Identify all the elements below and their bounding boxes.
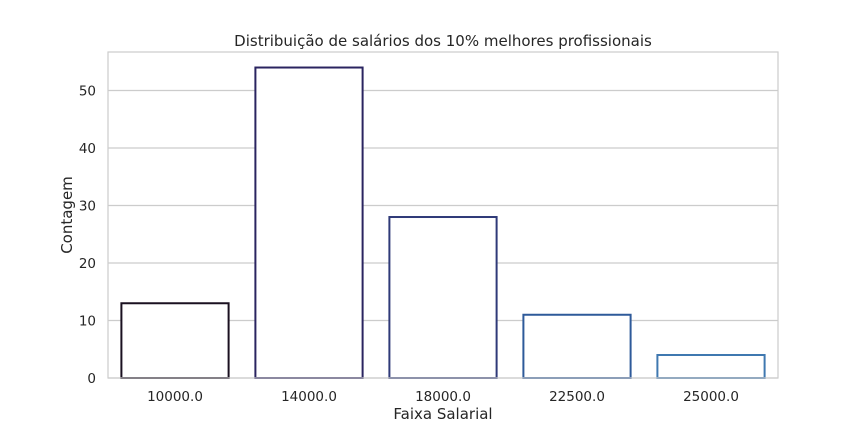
- bars: [120, 66, 766, 380]
- plot-frame: [107, 51, 779, 379]
- y-axis-title: Contagem: [58, 176, 76, 254]
- x-tick-label: 25000.0: [683, 389, 739, 405]
- bar-25000.0: [656, 354, 766, 380]
- chart-title: Distribuição de salários dos 10% melhore…: [234, 32, 652, 50]
- x-tick-label: 10000.0: [147, 389, 203, 405]
- y-tick-label: 20: [79, 256, 96, 272]
- bar-22500.0: [522, 313, 632, 380]
- y-tick-label: 50: [79, 84, 96, 100]
- x-tick-label: 18000.0: [415, 389, 471, 405]
- y-tick-label: 30: [79, 199, 96, 215]
- x-axis-title: Faixa Salarial: [393, 405, 492, 423]
- x-tick-label: 22500.0: [549, 389, 605, 405]
- x-tick-label: 14000.0: [281, 389, 337, 405]
- bar-10000.0: [120, 302, 230, 380]
- y-tick-labels: 0 10 20 30 40 50: [79, 84, 96, 387]
- y-tick-label: 40: [79, 141, 96, 157]
- y-tick-label: 10: [79, 314, 96, 330]
- y-tick-label: 0: [87, 371, 96, 387]
- bar-18000.0: [388, 216, 498, 379]
- bar-14000.0: [254, 66, 364, 380]
- x-tick-labels: 10000.0 14000.0 18000.0 22500.0 25000.0: [147, 389, 739, 405]
